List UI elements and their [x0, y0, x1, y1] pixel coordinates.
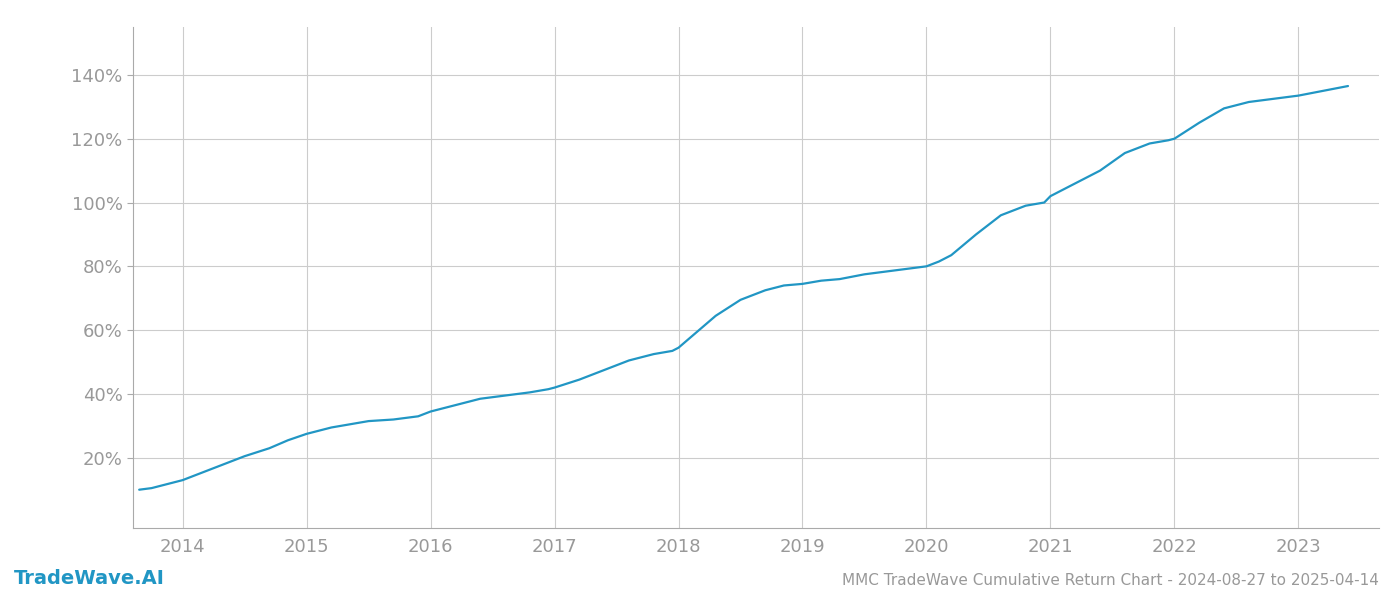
Text: TradeWave.AI: TradeWave.AI — [14, 569, 165, 588]
Text: MMC TradeWave Cumulative Return Chart - 2024-08-27 to 2025-04-14: MMC TradeWave Cumulative Return Chart - … — [843, 573, 1379, 588]
